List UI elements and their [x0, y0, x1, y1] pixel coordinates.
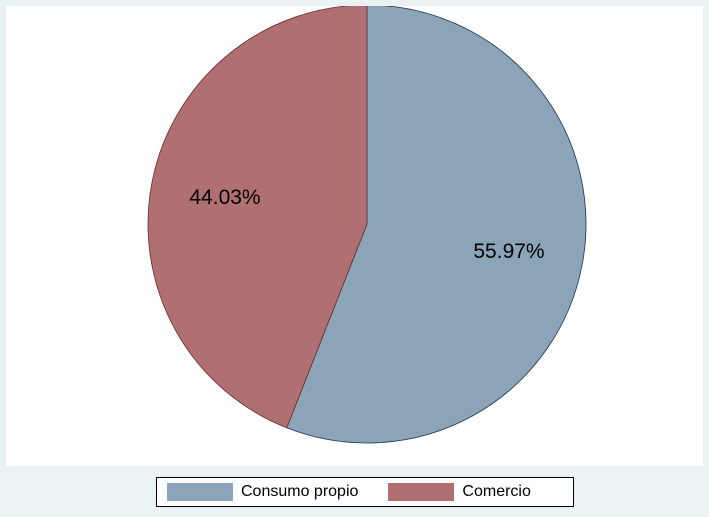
plot-region: 55.97% 44.03%	[6, 6, 703, 466]
pie-labels: 55.97% 44.03%	[189, 186, 544, 263]
legend-swatch	[167, 483, 233, 501]
legend: Consumo propio Comercio	[156, 477, 574, 507]
slice-value-label: 55.97%	[473, 240, 544, 263]
pie-slice-comercio	[147, 6, 368, 429]
legend-label: Consumo propio	[241, 483, 359, 500]
slice-value-label: 44.03%	[189, 186, 260, 209]
legend-item-comercio: Comercio	[388, 483, 531, 501]
legend-label: Comercio	[462, 483, 531, 500]
pie-chart: 55.97% 44.03%	[147, 6, 587, 444]
legend-item-consumo-propio: Consumo propio	[167, 483, 358, 501]
legend-swatch	[388, 483, 455, 501]
pie-slices	[147, 6, 587, 444]
pie-slice-consumo-propio	[286, 6, 587, 444]
